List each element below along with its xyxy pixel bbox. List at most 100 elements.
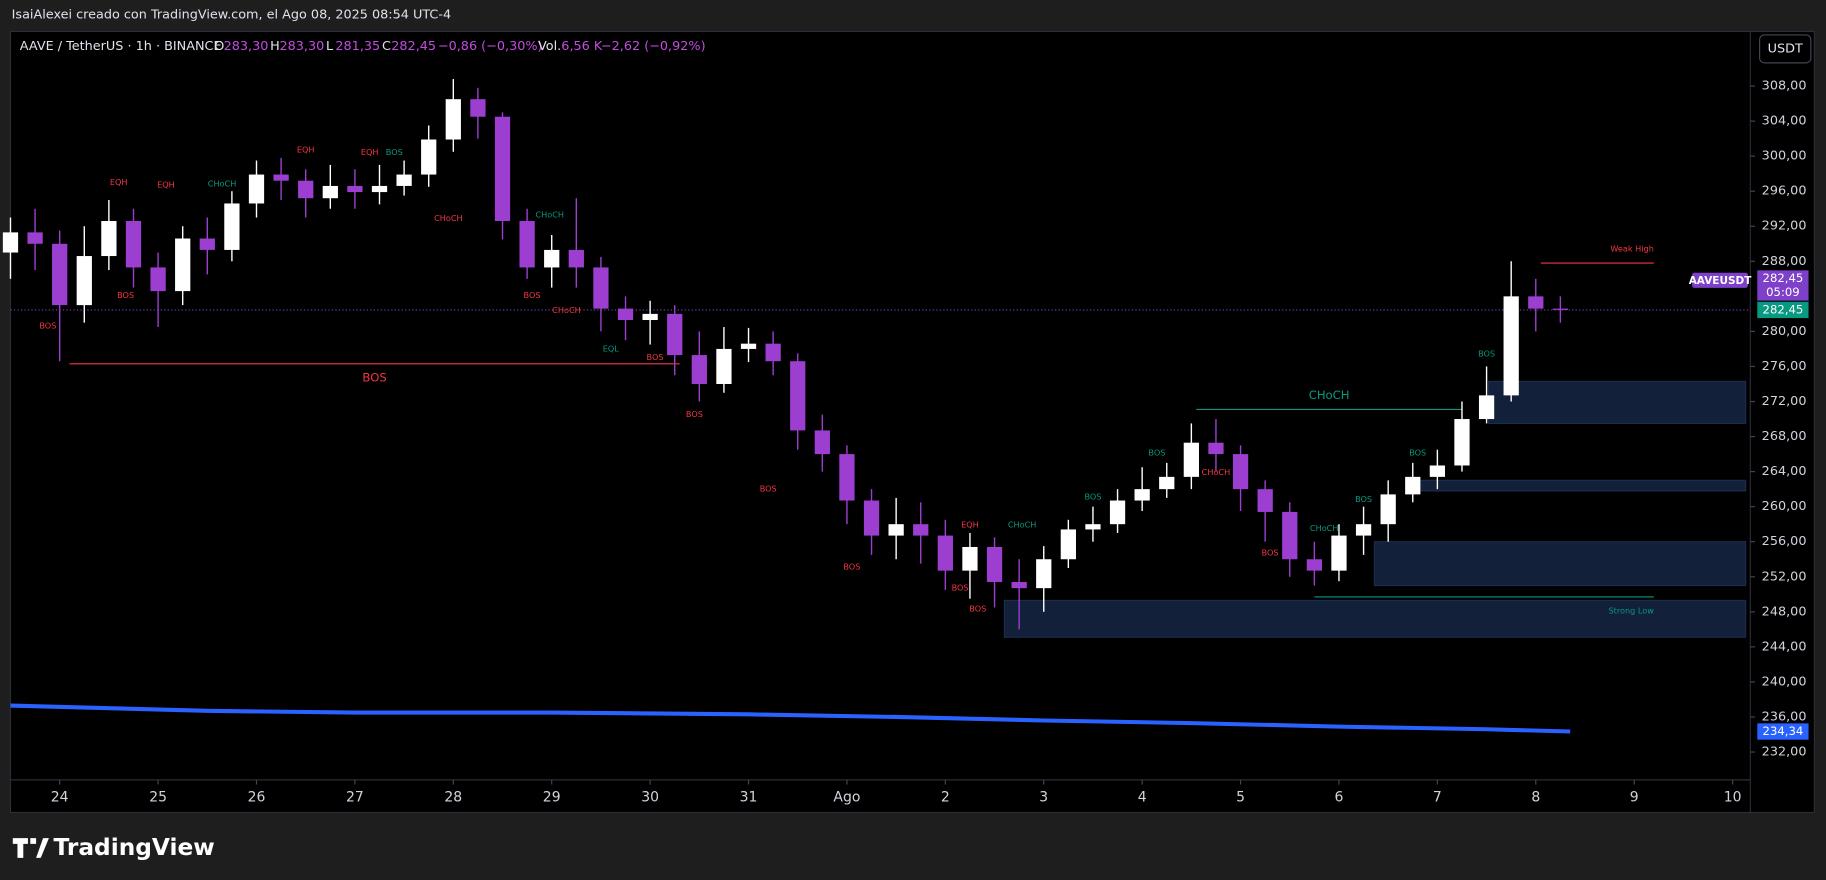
x-tick-label: 30 [641,789,659,805]
annotation: EQH [361,147,379,157]
candle-body [1331,535,1347,571]
candle-body [1380,494,1396,525]
candle-body [863,500,880,536]
candle-body [1183,442,1199,477]
ohlc-key: C [382,39,391,54]
annotation: BOS [1262,548,1279,558]
annotation: BOS [1148,448,1165,458]
candle-body [1454,419,1470,466]
annotation: BOS [843,562,860,572]
annotation: BOS [39,321,56,331]
candle-body [1159,476,1175,490]
candle-body [986,546,1003,583]
candle-body [298,180,314,199]
candle-body [962,546,978,571]
candle-body [150,267,166,292]
candle-body [175,238,191,292]
candle-body [1282,511,1298,560]
ohlc-value: 282,45 [391,39,436,54]
candle-body [593,267,609,309]
x-tick-label: 6 [1335,789,1344,805]
y-tick-label: 260,00 [1762,499,1807,514]
y-tick-label: 268,00 [1762,429,1807,444]
currency[interactable]: USDT [1768,41,1803,56]
annotation: EQH [297,145,315,155]
y-tick-label: 232,00 [1762,745,1807,760]
candle-body [937,535,953,571]
candle-body [1405,476,1421,495]
y-tick-label: 296,00 [1762,184,1807,199]
symbol-tag [1692,272,1748,288]
ohlc-value: 283,30 [279,39,324,54]
candle-body [1257,489,1273,512]
y-tick-label: 292,00 [1762,219,1807,234]
candle-body [76,256,92,306]
x-tick-label: 24 [51,789,69,805]
annotation: BOS [1478,349,1495,359]
x-tick-label: 8 [1531,789,1540,805]
annotation: BOS [969,604,986,614]
ohlc-key: L [326,39,334,54]
y-tick-label: 256,00 [1762,534,1807,549]
annotation: CHoCH [535,209,564,219]
annotation: CHoCH [1310,523,1339,533]
candle-body [691,355,707,384]
level-label: CHoCH [1309,388,1350,402]
annotation: BOS [117,290,134,300]
candle-body [125,220,142,268]
candle-body [1355,524,1372,536]
x-tick-label: 28 [444,789,462,805]
candle-body [814,430,830,455]
annotation: BOS [952,583,969,593]
zone [1003,599,1747,638]
y-tick-label: 288,00 [1762,254,1807,269]
x-tick-label: 9 [1630,789,1639,805]
annotation: CHoCH [208,179,237,189]
candle-body [101,220,117,257]
logo: TradingView [12,834,215,861]
annotation: BOS [1409,448,1426,458]
x-tick-label: 2 [941,789,950,805]
candle-body [568,249,584,268]
y-tick-label: 300,00 [1762,149,1807,164]
candle-body [642,313,658,321]
annotation: BOS [1084,492,1101,502]
annotation: EQH [110,177,128,187]
annotation: EQH [157,180,175,190]
x-tick-label: 31 [740,789,758,805]
annotation: CHoCH [1202,467,1231,477]
candle-body [716,348,732,384]
candle-body [421,139,437,175]
price-tag [1757,301,1809,319]
candle-body [1085,524,1101,530]
y-tick-label: 264,00 [1762,464,1807,479]
candle-body [273,174,289,181]
annotation: CHoCH [434,213,463,223]
candle-body [199,238,215,250]
candle-body [519,220,535,268]
candle-body [667,313,683,356]
annotation: BOS [386,147,403,157]
candle-body [913,524,929,536]
y-tick-label: 248,00 [1762,604,1807,619]
annotation: BOS [647,352,664,362]
candle-body [52,243,68,306]
candle-body [1109,500,1126,525]
candle-body [740,343,757,349]
candle-body [1036,559,1052,589]
candle-body [396,174,412,186]
candle-body [248,174,265,204]
x-tick-label: 7 [1433,789,1442,805]
currency-button[interactable] [1759,34,1812,64]
price-tag-label: 282,45 [1763,271,1804,285]
ohlc-value: 283,30 [224,39,269,54]
candle-body [765,343,781,362]
credit: IsaiAlexei creado con TradingView.com, e… [12,8,451,23]
candle-body [1011,582,1027,589]
candle-body [27,232,43,244]
candle-body [445,99,461,140]
candle-body [2,232,19,253]
annotation: CHoCH [552,305,581,315]
ohlc-key: O [214,39,224,54]
x-tick-label: Ago [833,789,860,805]
